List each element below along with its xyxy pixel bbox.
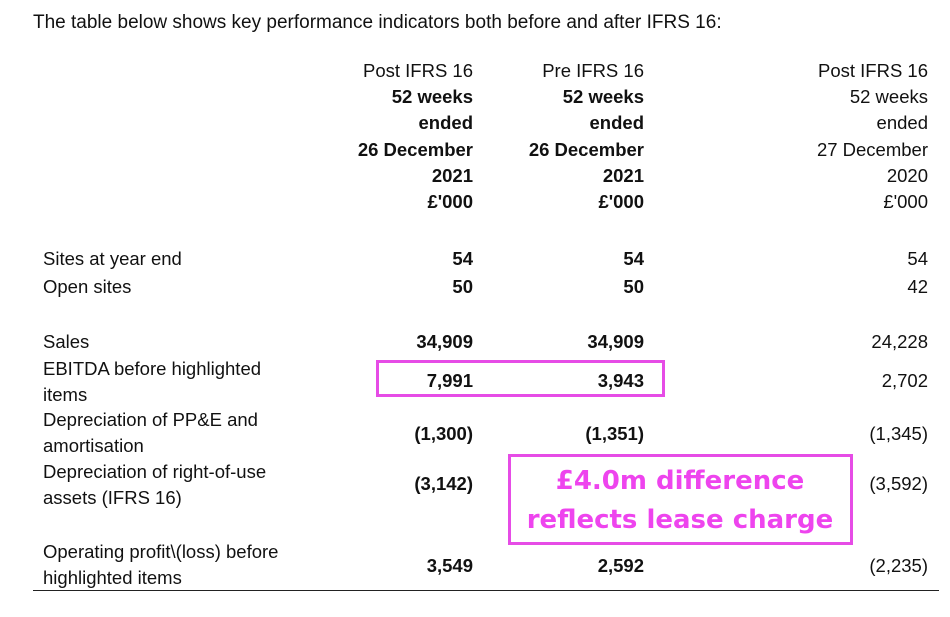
cell-value: 7,991 bbox=[426, 370, 473, 391]
cell-value: 34,909 bbox=[587, 331, 644, 352]
cell-value: (3,592) bbox=[869, 473, 928, 494]
cell-value: 2,702 bbox=[881, 370, 928, 391]
cell-value: 3,549 bbox=[426, 555, 473, 576]
row-label-line: Depreciation of PP&E and bbox=[43, 409, 258, 430]
row-label: Sales bbox=[43, 329, 89, 355]
column-header-line: £'000 bbox=[598, 191, 644, 213]
cell-value: (1,345) bbox=[869, 423, 928, 444]
annotation-line: £4.0m difference bbox=[555, 466, 805, 496]
column-header-line: 2021 bbox=[431, 164, 473, 186]
row-label: Operating profit\(loss) before highlight… bbox=[43, 539, 278, 590]
row-label: Depreciation of PP&E and amortisation bbox=[43, 407, 258, 458]
cell-value: 50 bbox=[452, 276, 473, 297]
column-header-line: 2020 bbox=[886, 164, 928, 186]
cell-value: 3,943 bbox=[597, 370, 644, 391]
cell-value: 42 bbox=[907, 276, 928, 297]
column-header-line: £'000 bbox=[883, 191, 928, 213]
row-label-line: highlighted items bbox=[43, 566, 182, 588]
cell-value: (1,351) bbox=[585, 423, 644, 444]
row-label-line: Sales bbox=[43, 331, 90, 352]
column-header-line: 52 weeks bbox=[562, 86, 644, 108]
cell-value: (1,300) bbox=[414, 423, 473, 444]
column-header-line: 27 December bbox=[816, 138, 928, 160]
column-header-post-2020: Post IFRS 16 52 weeks ended 27 December … bbox=[817, 58, 928, 215]
cell-value: 34,909 bbox=[416, 331, 473, 352]
column-header-line: 52 weeks bbox=[849, 86, 928, 108]
intro-text: The table below shows key performance in… bbox=[33, 12, 722, 33]
cell-value: (3,142) bbox=[414, 473, 473, 494]
cell-value: 54 bbox=[623, 248, 644, 269]
row-label-line: amortisation bbox=[43, 434, 144, 456]
annotation-line: reflects lease charge bbox=[526, 505, 834, 535]
ebitda-highlight-box bbox=[376, 360, 665, 397]
cell-value: (2,235) bbox=[869, 555, 928, 576]
cell-value: 24,228 bbox=[871, 331, 928, 352]
annotation-box bbox=[508, 454, 853, 545]
annotation-text: £4.0m difference reflects lease charge bbox=[515, 462, 845, 540]
column-header-line: 26 December bbox=[357, 138, 473, 160]
column-header-line: ended bbox=[589, 112, 644, 134]
column-header-line: 52 weeks bbox=[391, 86, 473, 108]
column-header-line: Pre IFRS 16 bbox=[542, 60, 644, 81]
table-bottom-rule bbox=[33, 590, 939, 591]
column-header-line: Post IFRS 16 bbox=[817, 60, 928, 81]
row-label: Sites at year end bbox=[43, 246, 182, 272]
column-header-pre-2021: Pre IFRS 16 52 weeks ended 26 December 2… bbox=[529, 58, 644, 215]
column-header-line: ended bbox=[876, 112, 928, 134]
cell-value: 54 bbox=[907, 248, 928, 269]
row-label-line: items bbox=[43, 383, 88, 405]
row-label: Open sites bbox=[43, 274, 131, 300]
column-header-post-2021: Post IFRS 16 52 weeks ended 26 December … bbox=[358, 58, 473, 215]
row-label-line: EBITDA before highlighted bbox=[43, 358, 262, 379]
column-header-line: 26 December bbox=[528, 138, 644, 160]
column-header-line: 2021 bbox=[602, 164, 644, 186]
row-label-line: Depreciation of right-of-use bbox=[43, 461, 267, 482]
cell-value: 54 bbox=[452, 248, 473, 269]
row-label: Depreciation of right-of-use assets (IFR… bbox=[43, 459, 266, 510]
column-header-line: ended bbox=[418, 112, 473, 134]
row-label-line: Open sites bbox=[43, 276, 132, 297]
column-header-line: £'000 bbox=[427, 191, 473, 213]
column-header-line: Post IFRS 16 bbox=[362, 60, 473, 81]
row-label-line: assets (IFRS 16) bbox=[43, 486, 182, 508]
row-label-line: Sites at year end bbox=[43, 248, 182, 269]
row-label: EBITDA before highlighted items bbox=[43, 356, 261, 407]
cell-value: 50 bbox=[623, 276, 644, 297]
row-label-line: Operating profit\(loss) before bbox=[43, 541, 279, 562]
cell-value: 2,592 bbox=[597, 555, 644, 576]
